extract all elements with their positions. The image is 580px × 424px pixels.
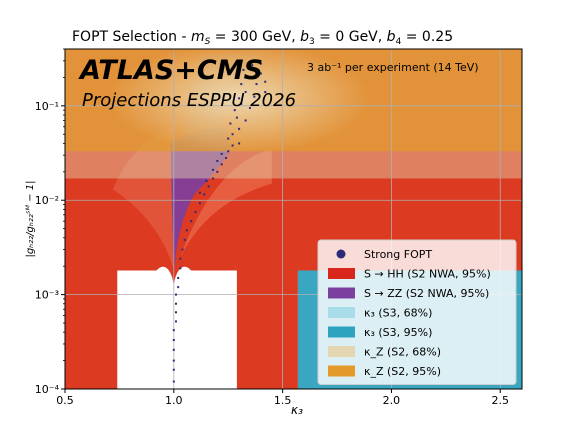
fopt-point (172, 348, 175, 351)
fopt-point (253, 95, 256, 98)
fopt-point (244, 91, 247, 94)
y-axis-label: |gₕ₂₂/gₕ₂₂ˢᴹ − 1| (25, 180, 36, 257)
fopt-point (174, 311, 177, 314)
fopt-point (198, 202, 201, 205)
x-tick-label: 1.0 (165, 394, 183, 407)
fopt-point (203, 193, 206, 196)
hh-light-wedge (112, 126, 174, 271)
fopt-point (207, 185, 210, 188)
fopt-point (220, 163, 223, 166)
x-tick-label: 0.5 (56, 394, 74, 407)
fopt-point (259, 62, 262, 65)
fopt-point (174, 302, 177, 305)
legend-label: Strong FOPT (364, 248, 432, 261)
x-tick-label: 1.5 (274, 394, 292, 407)
fopt-point (211, 177, 214, 180)
fopt-point (235, 116, 238, 119)
fopt-point (172, 339, 175, 342)
fopt-point (264, 91, 267, 94)
fopt-point (231, 144, 234, 147)
fopt-point (227, 137, 230, 140)
y-tick-label: 10⁻⁴ (35, 383, 60, 396)
fopt-point (231, 133, 234, 136)
zz-exclusion-region (170, 126, 231, 278)
legend-marker (336, 249, 346, 259)
fopt-point (216, 160, 219, 163)
fopt-point (255, 83, 258, 86)
legend-label: κ_Z (S2, 95%) (364, 365, 441, 378)
fopt-point (181, 248, 184, 251)
legend-swatch (328, 346, 355, 357)
fopt-point (174, 293, 177, 296)
fopt-point (246, 76, 249, 79)
fopt-point (205, 179, 208, 182)
fopt-point (240, 83, 243, 86)
plot-frame (64, 48, 523, 390)
fopt-point (172, 380, 175, 383)
atlas-cms-banner: ATLAS+CMS (78, 55, 263, 86)
fopt-point (216, 170, 219, 173)
y-tick-label: 10⁻³ (35, 289, 59, 302)
legend-swatch (328, 268, 355, 279)
fopt-point (225, 157, 228, 160)
fopt-point (259, 72, 262, 75)
legend-label: S → HH (S2 NWA, 95%) (364, 268, 491, 281)
fopt-point (183, 238, 186, 241)
fopt-point (220, 152, 223, 155)
fopt-point (211, 168, 214, 171)
legend-box (317, 239, 517, 385)
fopt-point (264, 80, 267, 83)
fopt-point (240, 102, 243, 105)
y-axis-ticks: 10⁻⁴ 10⁻³ 10⁻² 10⁻¹ (35, 48, 65, 396)
legend: Strong FOPT S → HH (S2 NWA, 95%) S → ZZ (S… (317, 239, 517, 385)
projections-subbanner: Projections ESPPU 2026 (82, 90, 296, 111)
fopt-point (244, 119, 247, 122)
fopt-point (190, 220, 193, 223)
fopt-point (194, 211, 197, 214)
legend-swatch (328, 307, 355, 318)
x-axis-label: κ₃ (291, 403, 303, 417)
fopt-point (238, 97, 241, 100)
fopt-point (172, 359, 175, 362)
hh-light-wedge-right (180, 148, 272, 258)
fopt-point (248, 106, 251, 109)
fopt-point (174, 320, 177, 323)
fopt-point (198, 191, 201, 194)
fopt-point (185, 229, 188, 232)
x-axis-ticks: 0.5 1.0 1.5 2.0 2.5 (56, 389, 509, 407)
strong-fopt-points (172, 62, 267, 383)
y-tick-label: 10⁻² (35, 194, 59, 207)
figure-title: FOPT Selection - mS = 300 GeV, b3 = 0 Ge… (72, 29, 453, 47)
legend-swatch (328, 326, 355, 338)
fopt-point (251, 64, 254, 67)
y-tick-label: 10⁻¹ (35, 100, 59, 113)
fopt-point (172, 329, 175, 332)
fopt-point (177, 286, 180, 289)
fopt-point (238, 127, 241, 130)
fopt-point (179, 257, 182, 260)
fopt-point (177, 276, 180, 279)
legend-swatch (328, 287, 355, 299)
fopt-point (233, 109, 236, 112)
luminosity-note: 3 ab⁻¹ per experiment (14 TeV) (307, 61, 479, 74)
fopt-point (242, 68, 245, 71)
fopt-point (227, 150, 230, 153)
legend-label: κ₃ (S3, 95%) (364, 326, 432, 339)
x-tick-label: 2.0 (383, 394, 401, 407)
fopt-point (238, 142, 241, 145)
legend-label: κ_Z (S2, 68%) (364, 346, 441, 359)
fopt-point (172, 368, 175, 371)
legend-label: κ₃ (S3, 68%) (364, 307, 432, 320)
fopt-point (229, 122, 232, 125)
legend-swatch (328, 365, 355, 377)
fopt-point (179, 267, 182, 270)
x-tick-label: 2.5 (491, 394, 509, 407)
legend-label: S → ZZ (S2 NWA, 95%) (364, 287, 489, 300)
